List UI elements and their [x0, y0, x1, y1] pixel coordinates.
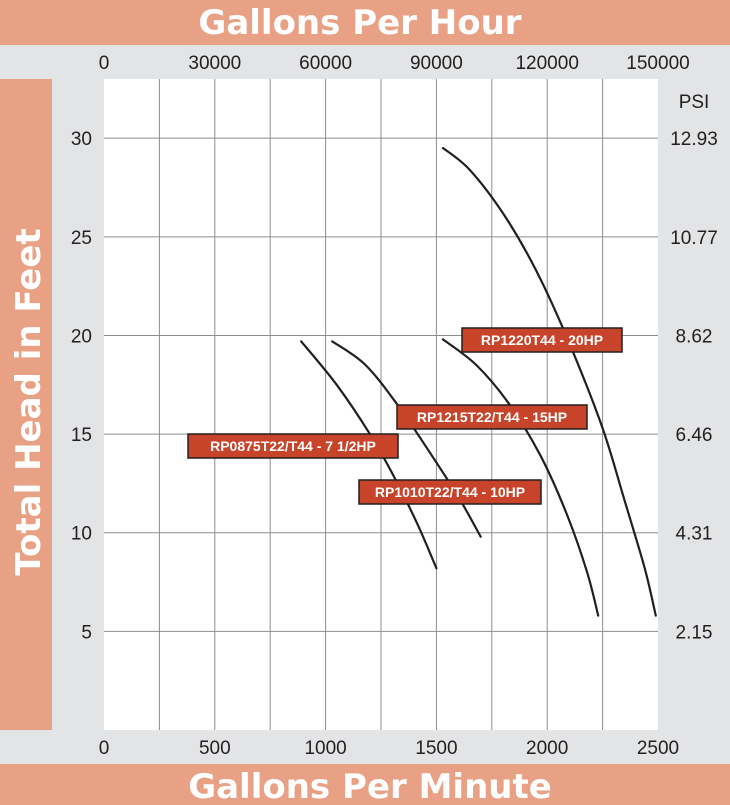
pump-curve-2 — [441, 338, 600, 617]
x-axis-title: Gallons Per Minute — [188, 767, 552, 805]
top-axis-title: Gallons Per Hour — [198, 3, 521, 43]
y-tick-label: 30 — [71, 129, 92, 150]
curve-label-box — [358, 479, 542, 505]
x-tick-label: 2000 — [526, 738, 568, 759]
bottom-tick-strip — [0, 730, 730, 764]
psi-tick-label: 10.77 — [670, 228, 718, 249]
psi-tick-label: 8.62 — [676, 326, 713, 347]
curve-label-text: RP0875T22/T44 - 7 1/2HP — [210, 438, 376, 454]
left-band — [0, 79, 52, 730]
psi-tick-label: 6.46 — [676, 425, 713, 446]
top-tick-strip — [0, 45, 730, 79]
top-band — [0, 0, 730, 45]
top-tick-label: 0 — [99, 53, 110, 74]
left-tick-strip — [52, 79, 104, 730]
curve-label-0: RP0875T22/T44 - 7 1/2HP — [187, 433, 399, 459]
top-tick-label: 60000 — [299, 53, 352, 74]
x-tick-label: 2500 — [637, 738, 679, 759]
psi-tick-label: 4.31 — [676, 524, 713, 545]
y-axis-title: Total Head in Feet — [9, 228, 49, 575]
y-tick-label: 15 — [71, 425, 92, 446]
x-tick-label: 500 — [199, 738, 231, 759]
top-tick-label: 30000 — [188, 53, 241, 74]
curve-labels: RP0875T22/T44 - 7 1/2HP RP1010T22/T44 - 1… — [187, 327, 623, 505]
curve-label-box — [461, 327, 623, 353]
x-tick-label: 0 — [99, 738, 110, 759]
top-tick-label: 150000 — [626, 53, 689, 74]
tick-labels: 0 500 1000 1500 2000 2500 0 30000 60000 90000 1200… — [71, 53, 718, 759]
curve-label-2: RP1215T22/T44 - 15HP — [396, 404, 588, 430]
y-tick-label: 20 — [71, 326, 92, 347]
curve-label-box — [396, 404, 588, 430]
top-tick-label: 90000 — [410, 53, 463, 74]
curve-label-text: RP1215T22/T44 - 15HP — [417, 409, 567, 425]
y-tick-label: 5 — [81, 622, 92, 643]
curve-label-box — [187, 433, 399, 459]
psi-unit-label: PSI — [679, 92, 710, 113]
x-tick-label: 1000 — [304, 738, 346, 759]
x-tick-label: 1500 — [415, 738, 457, 759]
bottom-band — [0, 764, 730, 805]
curve-label-3: RP1220T44 - 20HP — [461, 327, 623, 353]
psi-tick-label: 2.15 — [676, 622, 713, 643]
y-tick-label: 10 — [71, 524, 92, 545]
right-psi-strip — [658, 79, 730, 730]
top-tick-label: 120000 — [515, 53, 578, 74]
curve-label-1: RP1010T22/T44 - 10HP — [358, 479, 542, 505]
curve-label-text: RP1010T22/T44 - 10HP — [375, 484, 525, 500]
pump-curve-3 — [441, 146, 657, 617]
y-tick-label: 25 — [71, 228, 92, 249]
psi-tick-label: 12.93 — [670, 129, 718, 150]
curve-label-text: RP1220T44 - 20HP — [481, 332, 603, 348]
